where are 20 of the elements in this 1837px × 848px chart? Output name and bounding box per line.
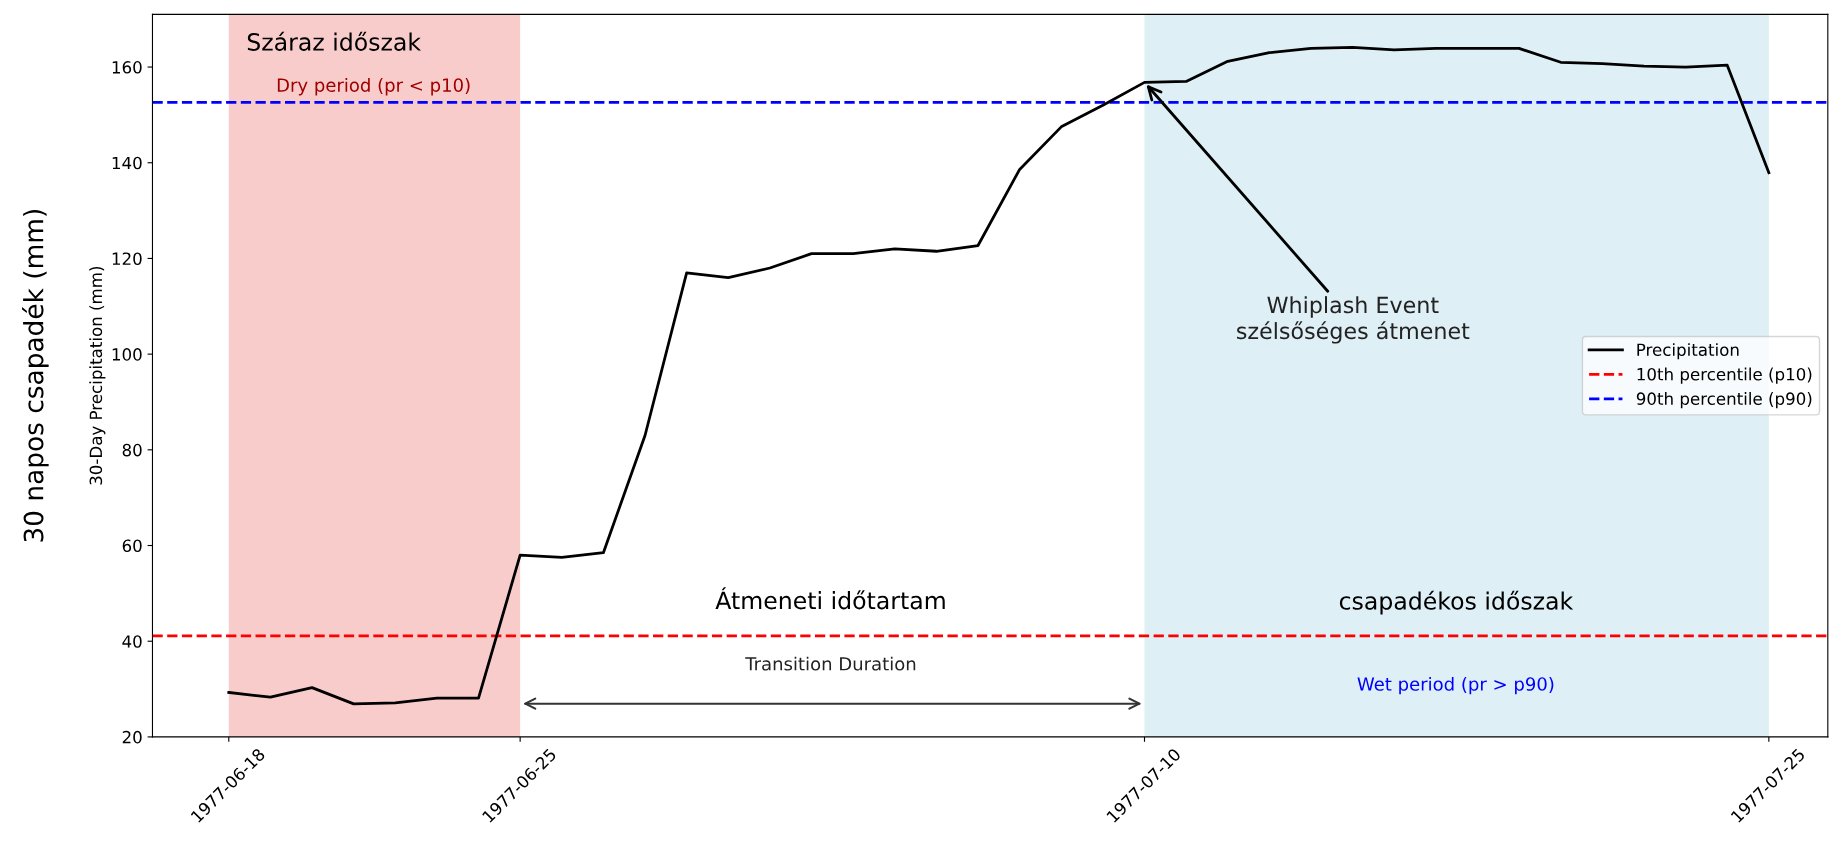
annotation: Dry period (pr < p10) (277, 77, 470, 96)
y-tick-label: 140 (112, 156, 142, 170)
annotation: Transition Duration (745, 656, 916, 671)
annotation: Wet period (pr > p90) (1357, 676, 1554, 695)
text: 30 napos csapadék (mm) (22, 209, 49, 542)
y-tick-label: 160 (112, 61, 142, 74)
annotation: csapadékos időszak (1339, 590, 1574, 615)
y-tick-label: 40 (122, 635, 142, 648)
annotation: Átmeneti időtartam (715, 587, 945, 610)
y-tick-label: 60 (122, 539, 142, 553)
y-tick-label: 100 (112, 348, 142, 361)
legend-label: Precipitation (1637, 343, 1739, 360)
y-tick-label: 80 (122, 443, 142, 457)
legend-label: 10th percentile (p10) (1637, 367, 1812, 384)
annotation: Száraz időszak (247, 31, 421, 51)
y-tick-label: 20 (122, 730, 142, 744)
annotation: Whiplash Event szélsőséges átmenet (1237, 296, 1470, 344)
legend-label: 90th percentile (p90) (1636, 392, 1812, 409)
y-axis-title: 30-Day Precipitation (mm) (89, 266, 106, 485)
y-tick-label: 120 (112, 252, 142, 266)
